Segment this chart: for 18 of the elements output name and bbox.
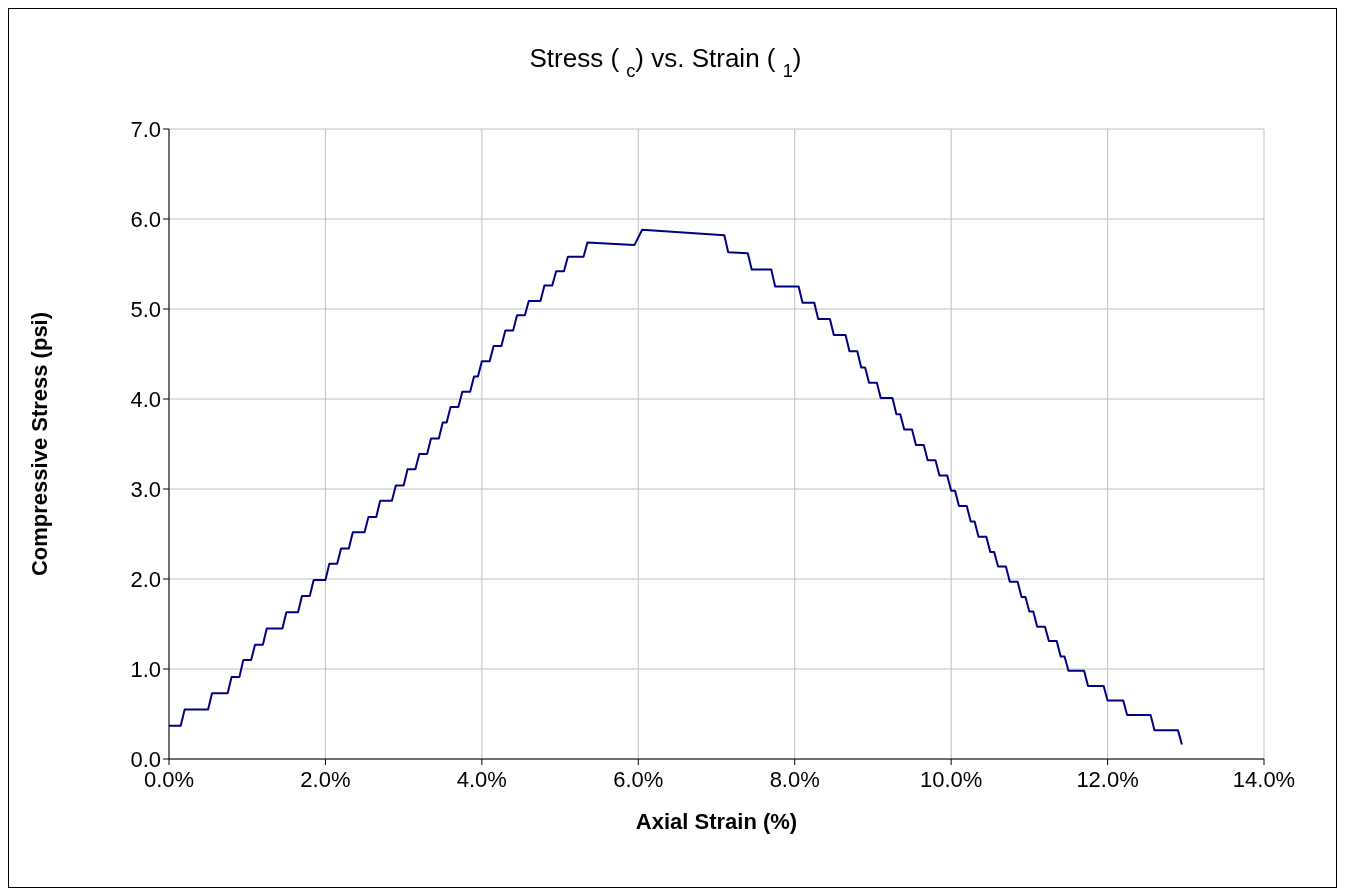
x-tick-label: 12.0%	[1076, 766, 1139, 792]
y-tick-label: 5.0	[130, 296, 161, 322]
y-tick-label: 6.0	[130, 206, 161, 232]
y-tick-label: 7.0	[130, 116, 161, 142]
x-tick-label: 4.0%	[456, 766, 507, 792]
y-tick-label: 4.0	[130, 386, 161, 412]
chart-title: Stress ( $_{c}$) vs. Strain ( $_{1}$)	[529, 43, 802, 81]
x-tick-label: 10.0%	[919, 766, 983, 792]
x-tick-label: 14.0%	[1232, 766, 1296, 792]
y-tick-label: 1.0	[130, 656, 161, 682]
y-tick-label: 3.0	[130, 476, 161, 502]
y-tick-label: 2.0	[130, 566, 161, 592]
x-tick-label: 8.0%	[769, 766, 820, 792]
y-axis-title: Compressive Stress (psi)	[26, 311, 52, 577]
line-series	[169, 228, 1183, 746]
x-tick-label: 2.0%	[300, 766, 351, 792]
x-tick-label: 6.0%	[613, 766, 664, 792]
x-axis-title: Axial Strain (%)	[635, 809, 798, 834]
